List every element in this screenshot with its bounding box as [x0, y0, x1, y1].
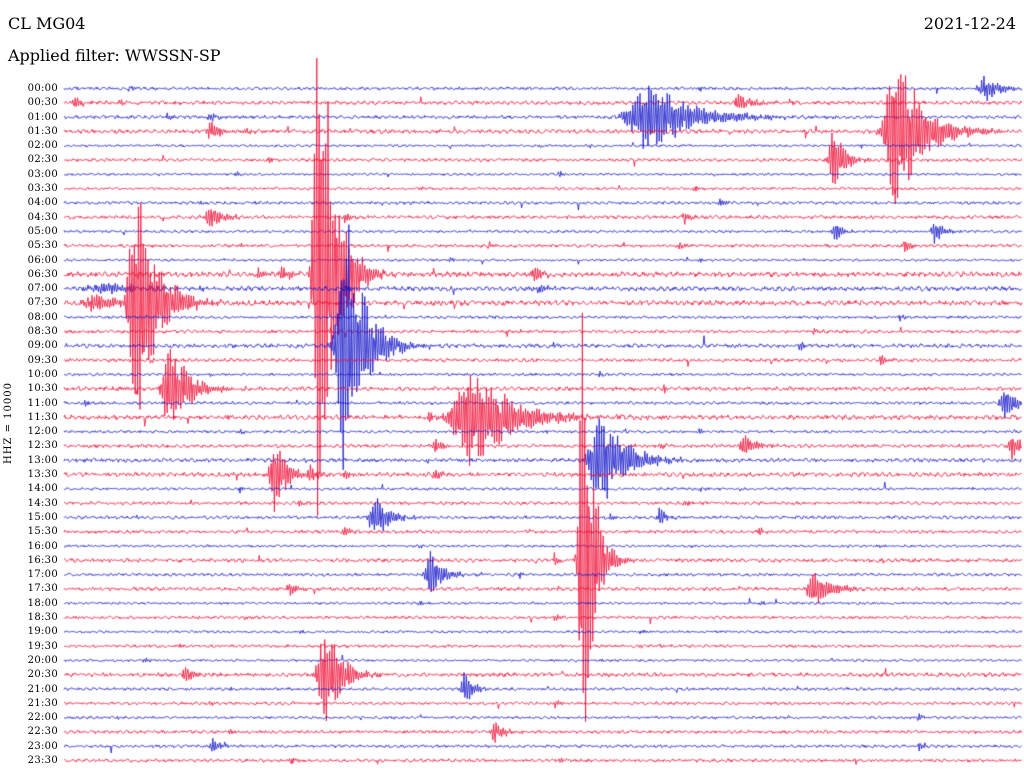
time-label: 12:30: [27, 440, 58, 452]
time-label: 08:00: [27, 311, 58, 323]
time-label: 06:30: [27, 268, 58, 280]
time-label: 15:30: [27, 526, 58, 538]
time-label: 07:30: [27, 297, 58, 309]
time-label: 07:00: [27, 283, 58, 295]
time-label: 13:30: [27, 469, 58, 481]
time-label: 17:30: [27, 583, 58, 595]
time-label: 12:00: [27, 426, 58, 438]
time-label: 19:00: [27, 626, 58, 638]
time-label: 02:30: [27, 154, 58, 166]
time-label: 00:30: [27, 97, 58, 109]
time-label: 16:30: [27, 554, 58, 566]
channel-scale-label: HHZ = 10000: [3, 382, 14, 464]
time-label: 08:30: [27, 326, 58, 338]
time-label: 10:30: [27, 383, 58, 395]
time-label: 16:00: [27, 540, 58, 552]
time-label: 22:30: [27, 726, 58, 738]
time-label: 23:00: [27, 740, 58, 752]
time-label: 10:00: [27, 368, 58, 380]
time-label: 09:30: [27, 354, 58, 366]
time-label: 17:00: [27, 569, 58, 581]
time-label: 11:00: [27, 397, 58, 409]
time-label: 03:00: [27, 168, 58, 180]
time-label: 18:30: [27, 612, 58, 624]
time-label: 06:00: [27, 254, 58, 266]
time-label: 18:00: [27, 597, 58, 609]
time-label: 11:30: [27, 411, 58, 423]
time-label: 14:00: [27, 483, 58, 495]
time-label: 02:00: [27, 140, 58, 152]
time-label: 13:00: [27, 454, 58, 466]
time-label: 01:30: [27, 125, 58, 137]
plot-date: 2021-12-24: [923, 14, 1016, 33]
time-label: 04:30: [27, 211, 58, 223]
time-label: 09:00: [27, 340, 58, 352]
time-label: 05:30: [27, 240, 58, 252]
time-label: 20:30: [27, 669, 58, 681]
time-label: 14:30: [27, 497, 58, 509]
time-label: 20:00: [27, 654, 58, 666]
time-label: 15:00: [27, 511, 58, 523]
time-label: 01:00: [27, 111, 58, 123]
time-label: 21:30: [27, 697, 58, 709]
filter-label: Applied filter: WWSSN-SP: [8, 46, 221, 65]
time-label: 21:00: [27, 683, 58, 695]
time-label: 03:30: [27, 183, 58, 195]
time-label: 22:00: [27, 712, 58, 724]
time-label: 19:30: [27, 640, 58, 652]
time-label: 05:00: [27, 225, 58, 237]
time-label: 23:30: [27, 755, 58, 766]
time-label: 00:00: [27, 83, 58, 94]
station-code: CL MG04: [8, 14, 86, 33]
time-label: 04:00: [27, 197, 58, 209]
